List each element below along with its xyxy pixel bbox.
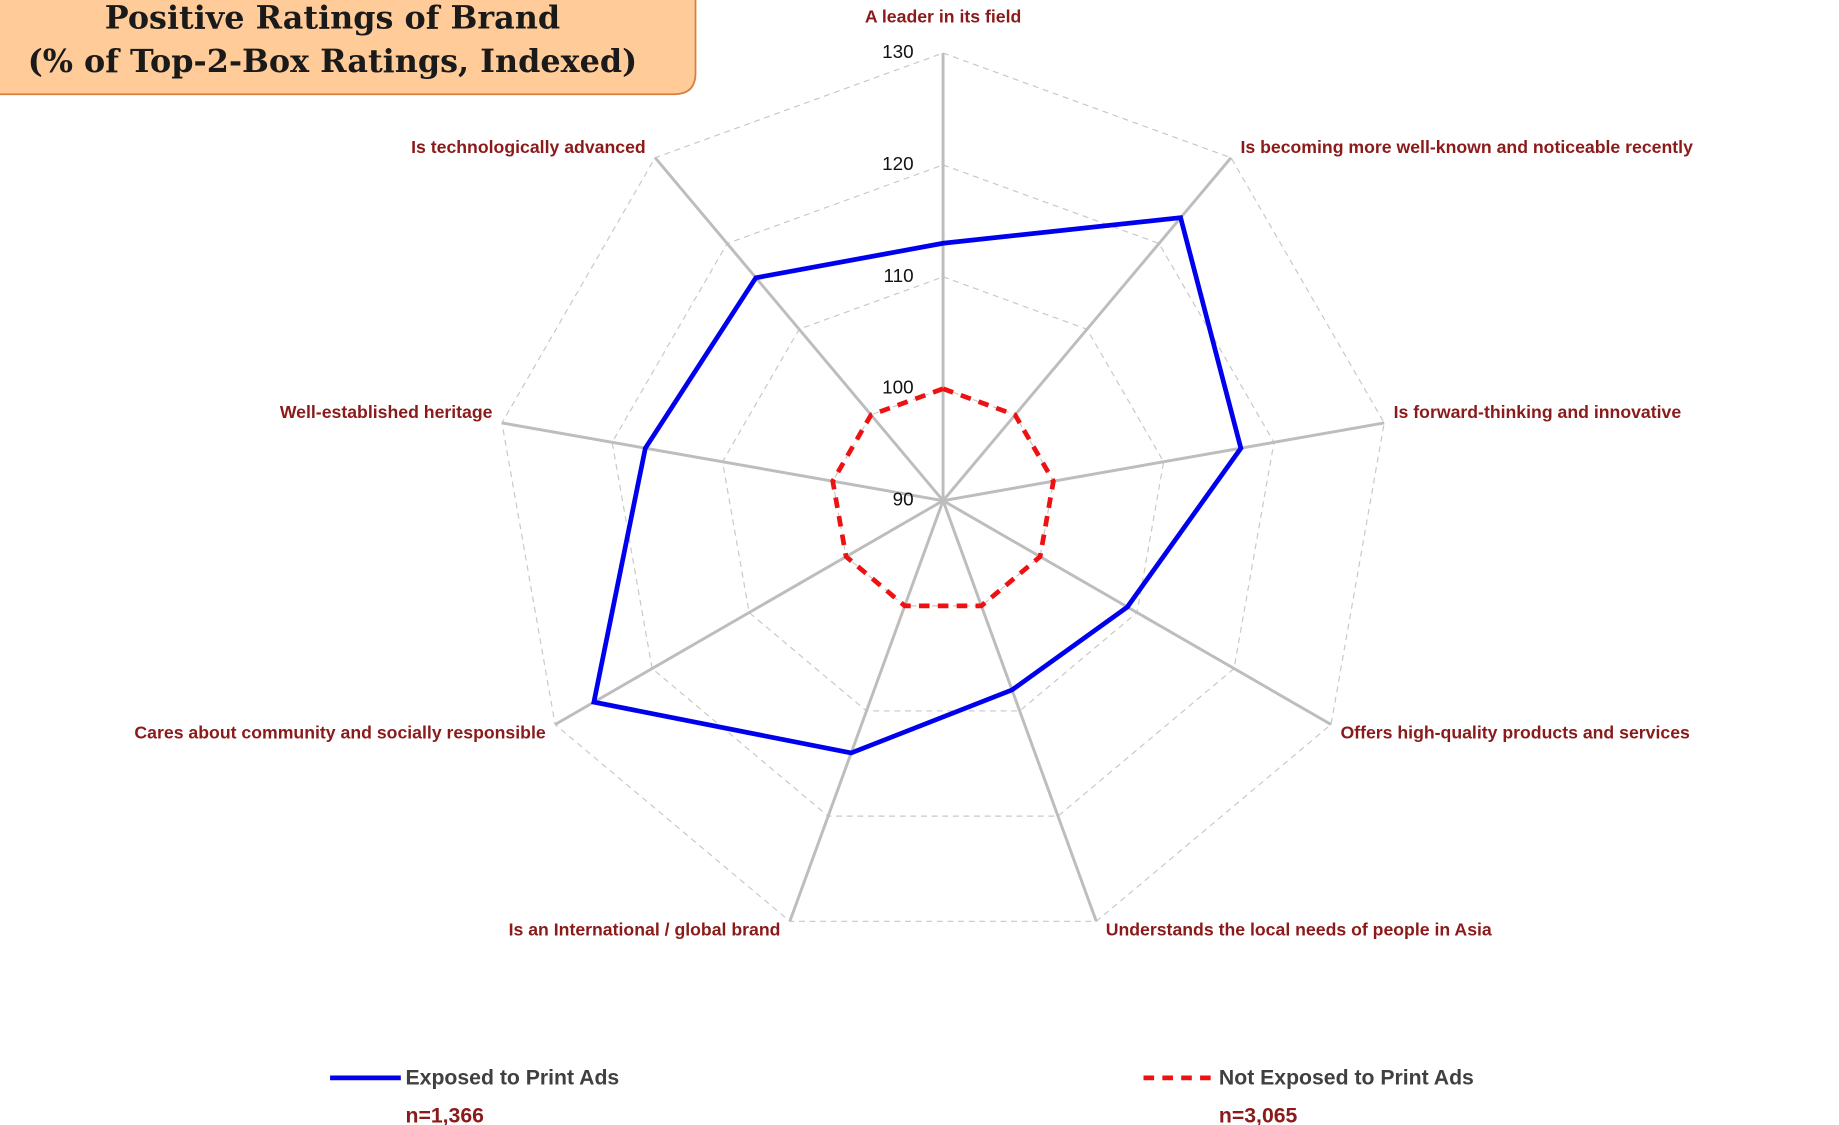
chart-title: Positive Ratings of Brand — [105, 0, 560, 36]
grid-line — [611, 164, 1275, 817]
y-tick-label: 110 — [884, 265, 914, 286]
y-tick-label: 90 — [893, 489, 914, 510]
category-label: Is an International / global brand — [509, 919, 781, 939]
series-line — [591, 215, 1244, 756]
spoke — [942, 499, 1332, 726]
spoke — [942, 421, 1385, 503]
y-tick-label: 100 — [882, 377, 913, 398]
legend-label: Not Exposed to Print Ads — [1219, 1067, 1474, 1090]
spoke — [501, 421, 944, 503]
series-line — [830, 386, 1056, 609]
spoke — [941, 156, 1233, 502]
grid-line — [501, 52, 1385, 922]
spoke — [788, 500, 945, 922]
category-label: A leader in its field — [865, 6, 1021, 26]
category-label: Understands the local needs of people in… — [1106, 919, 1492, 939]
chart-subtitle: (% of Top-2-Box Ratings, Indexed) — [28, 42, 637, 80]
sample-size: n=1,366 — [406, 1104, 485, 1125]
title-box — [0, 0, 697, 96]
y-tick-label: 130 — [882, 41, 913, 62]
category-label: Offers high-quality products and service… — [1340, 723, 1690, 743]
grid-line — [721, 276, 1165, 712]
spoke — [654, 156, 945, 502]
y-tick-label: 120 — [882, 153, 913, 174]
category-label: Is technologically advanced — [411, 137, 646, 157]
sample-size: n=3,065 — [1219, 1104, 1298, 1125]
spoke — [941, 500, 1098, 922]
category-label: Well-established heritage — [280, 402, 493, 422]
legend-label: Exposed to Print Ads — [406, 1067, 620, 1090]
category-label: Is forward-thinking and innovative — [1394, 402, 1682, 422]
category-label: Cares about community and socially respo… — [134, 723, 545, 743]
spoke — [554, 499, 944, 726]
category-label: Is becoming more well-known and noticeab… — [1240, 137, 1693, 157]
